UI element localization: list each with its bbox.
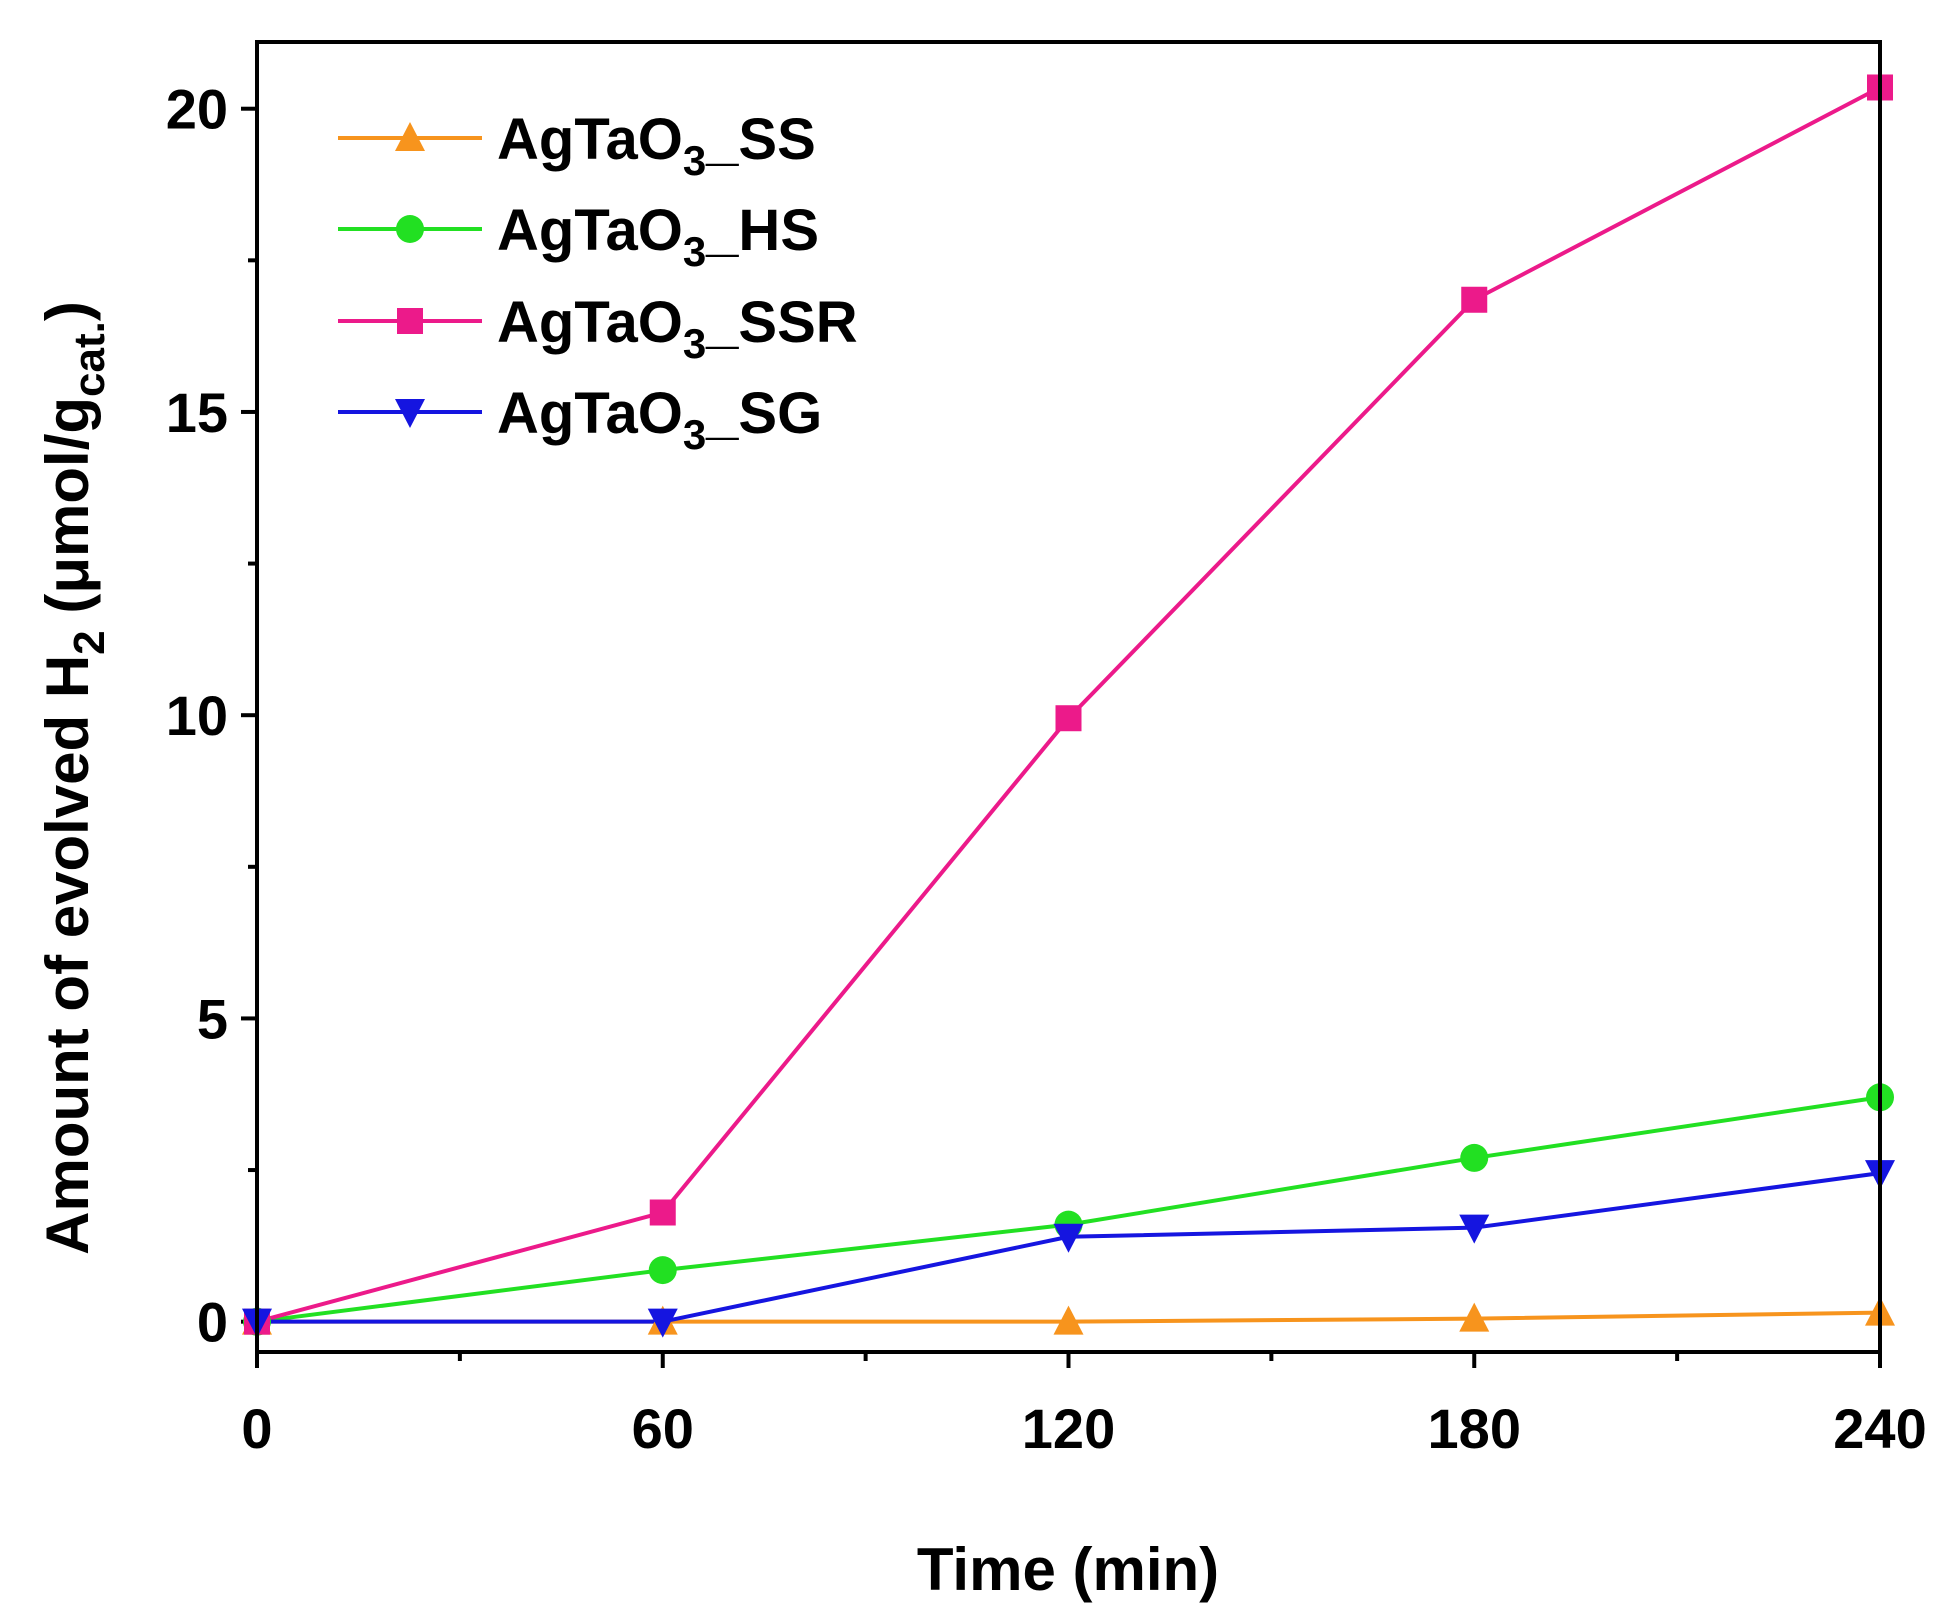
- data-point-AgTaO3_SS: [1459, 1302, 1490, 1332]
- legend-marker: [395, 122, 425, 151]
- data-point-AgTaO3_SSR: [1055, 705, 1082, 732]
- series-lines: [256, 85, 1881, 1324]
- y-axis-title-unit-open: (μmol/g: [34, 397, 101, 630]
- series-line-AgTaO3_SSR: [256, 85, 1881, 1324]
- x-tick-label: 240: [1833, 1397, 1926, 1460]
- legend-item: AgTaO3_SSR: [338, 290, 858, 367]
- x-axis-title: Time (min): [917, 1536, 1219, 1603]
- data-point-AgTaO3_SSR: [649, 1199, 676, 1226]
- legend-item: AgTaO3_HS: [338, 198, 819, 275]
- axis-ticks: [241, 106, 1882, 1368]
- data-point-AgTaO3_HS: [648, 1256, 677, 1285]
- y-axis-title-unit-close: ): [34, 301, 101, 321]
- y-axis-title-unit-sub: cat.: [65, 321, 114, 397]
- legend-item: AgTaO3_SS: [338, 107, 816, 184]
- x-tick-label: 180: [1428, 1397, 1521, 1460]
- legend: AgTaO3_SS AgTaO3_HS AgTaO3_SSR AgTaO3_SG: [338, 107, 858, 458]
- series-line-AgTaO3_HS: [256, 1095, 1881, 1324]
- x-tick-label: 60: [632, 1397, 694, 1460]
- legend-marker: [397, 308, 423, 334]
- data-point-AgTaO3_SG: [647, 1308, 678, 1338]
- data-point-AgTaO3_SG: [1053, 1223, 1084, 1253]
- y-tick-labels: 0 5 10 15 20: [166, 78, 228, 1354]
- series-markers: [242, 74, 1895, 1338]
- y-tick-label: 5: [197, 987, 228, 1050]
- legend-item: AgTaO3_SG: [338, 381, 822, 458]
- y-tick-label: 10: [166, 684, 228, 747]
- y-tick-label: 15: [166, 381, 228, 444]
- x-tick-label: 120: [1022, 1397, 1115, 1460]
- y-tick-label: 20: [166, 78, 228, 141]
- legend-label: AgTaO3_SS: [497, 107, 816, 184]
- x-tick-labels: 0 60 120 180 240: [241, 1397, 1926, 1460]
- x-tick-label: 0: [241, 1397, 272, 1460]
- y-axis-title-main-sub: 2: [65, 630, 114, 654]
- legend-label: AgTaO3_SG: [497, 381, 822, 458]
- data-point-AgTaO3_HS: [1460, 1143, 1489, 1172]
- legend-marker: [395, 399, 425, 428]
- y-axis-title: Amount of evolved H2 (μmol/gcat.): [34, 301, 114, 1255]
- data-point-AgTaO3_SSR: [1461, 286, 1488, 313]
- legend-label: AgTaO3_HS: [497, 198, 819, 275]
- y-tick-label: 0: [197, 1291, 228, 1354]
- data-point-AgTaO3_SS: [1053, 1305, 1084, 1335]
- legend-marker: [396, 215, 424, 243]
- plot-frame: [255, 40, 1882, 1354]
- y-axis-title-main: Amount of evolved H: [34, 655, 101, 1255]
- legend-label: AgTaO3_SSR: [497, 290, 858, 367]
- data-point-AgTaO3_SG: [1459, 1214, 1490, 1244]
